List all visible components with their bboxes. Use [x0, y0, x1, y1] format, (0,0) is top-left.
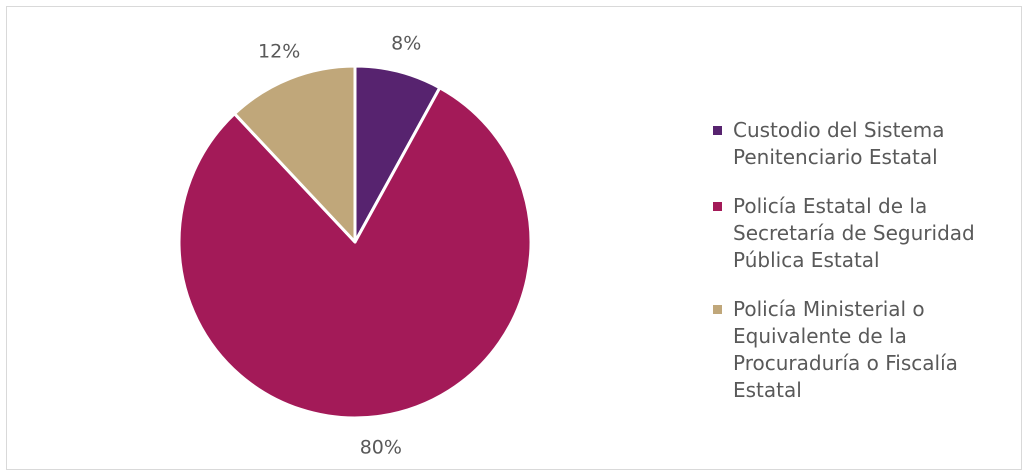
data-label-custodio: 8%	[391, 32, 421, 54]
legend-swatch-custodio	[713, 126, 722, 135]
legend-label-policia-ministerial-line-1: Policía Ministerial o	[733, 297, 925, 321]
legend-label-policia-estatal-line-2: Secretaría de Seguridad	[733, 221, 975, 245]
legend-label-policia-estatal-line-1: Policía Estatal de la	[733, 194, 928, 218]
legend-label-policia-ministerial-line-3: Procuraduría o Fiscalía	[733, 351, 958, 375]
pie-slice-custodio	[353, 64, 442, 244]
legend-item-policia-ministerial: Policía Ministerial o Equivalente de la …	[713, 296, 1013, 404]
pie-slice-policia-ministerial	[233, 64, 357, 244]
chart-legend: Custodio del Sistema Penitenciario Estat…	[713, 117, 1013, 404]
data-label-policia-estatal: 80%	[360, 436, 402, 458]
data-label-policia-ministerial: 12%	[258, 40, 300, 62]
chart-frame: 8% 80% 12% Custodio del Sistema Penitencia…	[6, 6, 1022, 470]
pie-slices	[177, 64, 533, 420]
legend-label-custodio-line-2: Penitenciario Estatal	[733, 145, 938, 169]
legend-item-custodio: Custodio del Sistema Penitenciario Estat…	[713, 117, 1013, 171]
legend-label-policia-ministerial-line-4: Estatal	[733, 378, 802, 402]
legend-item-policia-estatal: Policía Estatal de la Secretaría de Segu…	[713, 193, 1013, 274]
legend-label-policia-estatal-line-3: Pública Estatal	[733, 248, 880, 272]
legend-swatch-policia-estatal	[713, 202, 722, 211]
legend-label-custodio-line-1: Custodio del Sistema	[733, 118, 945, 142]
legend-swatch-policia-ministerial	[713, 305, 722, 314]
legend-label-policia-ministerial-line-2: Equivalente de la	[733, 324, 907, 348]
pie-chart: 8% 80% 12%	[177, 32, 533, 458]
pie-labels: 8% 80% 12%	[258, 32, 421, 458]
pie-slice-policia-estatal	[177, 86, 533, 420]
